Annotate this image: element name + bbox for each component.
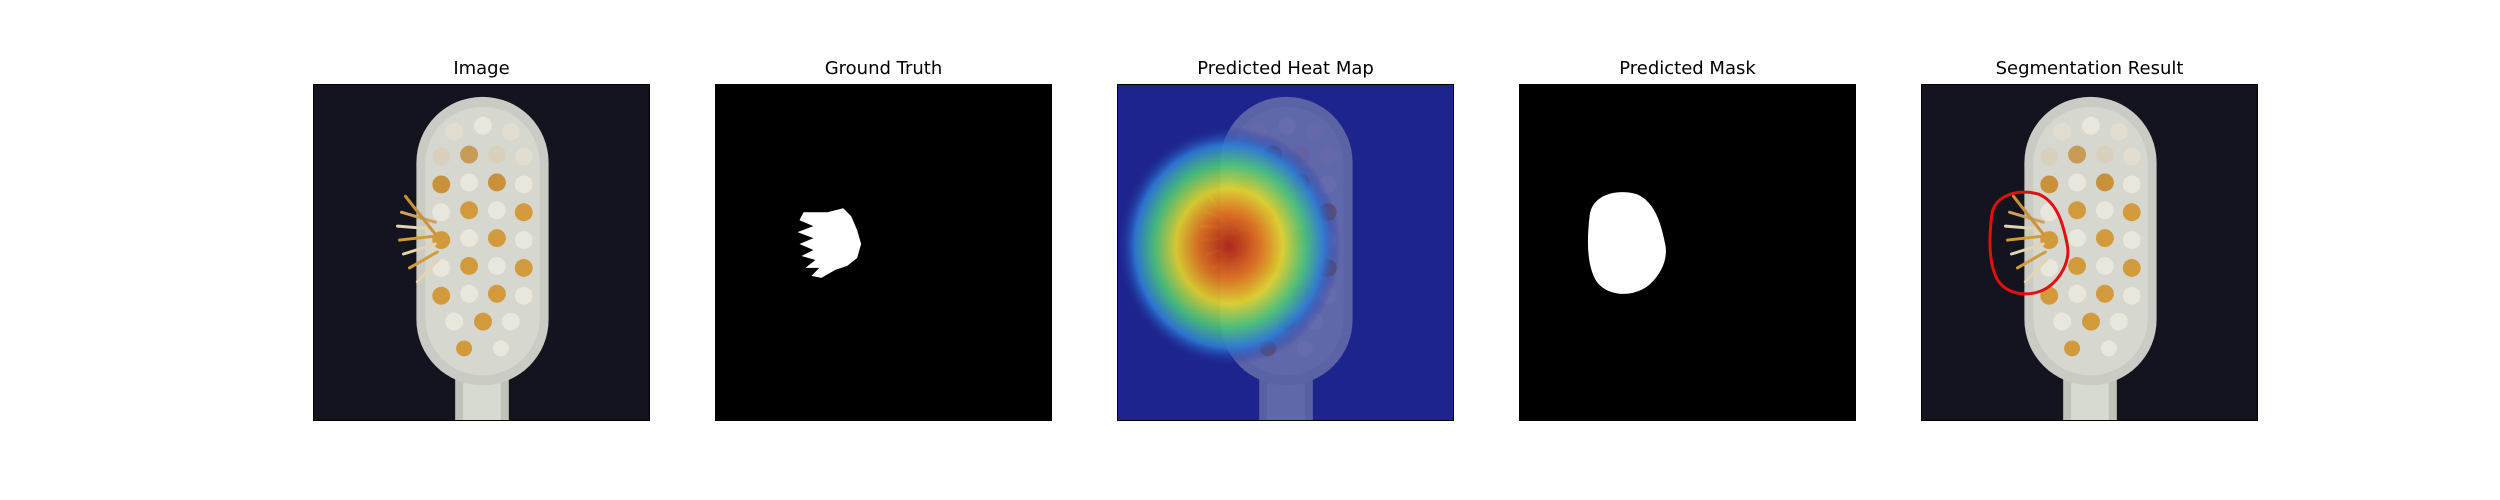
ground-truth-mask [716, 85, 1051, 420]
predicted-mask [1520, 85, 1855, 420]
heat-map-view [1117, 84, 1454, 421]
toothbrush-image [314, 85, 649, 420]
panel-image: Image [313, 0, 650, 500]
ground-truth-view [715, 84, 1052, 421]
panel-title: Ground Truth [824, 58, 943, 79]
panel-segmentation-result: Segmentation Result [1921, 0, 2258, 500]
segmentation-contour [1988, 190, 2070, 296]
panel-title: Predicted Mask [1619, 58, 1756, 79]
panel-predicted-mask: Predicted Mask [1519, 0, 1856, 500]
image-view [313, 84, 650, 421]
heat-map-overlay [1118, 85, 1453, 420]
panel-ground-truth: Ground Truth [715, 0, 1052, 500]
panel-title: Image [453, 58, 510, 79]
panel-title: Segmentation Result [1995, 58, 2184, 79]
segmentation-result-view [1921, 84, 2258, 421]
panel-title: Predicted Heat Map [1197, 58, 1374, 79]
segmentation-overlay [1922, 85, 2257, 420]
predicted-mask-view [1519, 84, 1856, 421]
panel-heat-map: Predicted Heat Map [1117, 0, 1454, 500]
